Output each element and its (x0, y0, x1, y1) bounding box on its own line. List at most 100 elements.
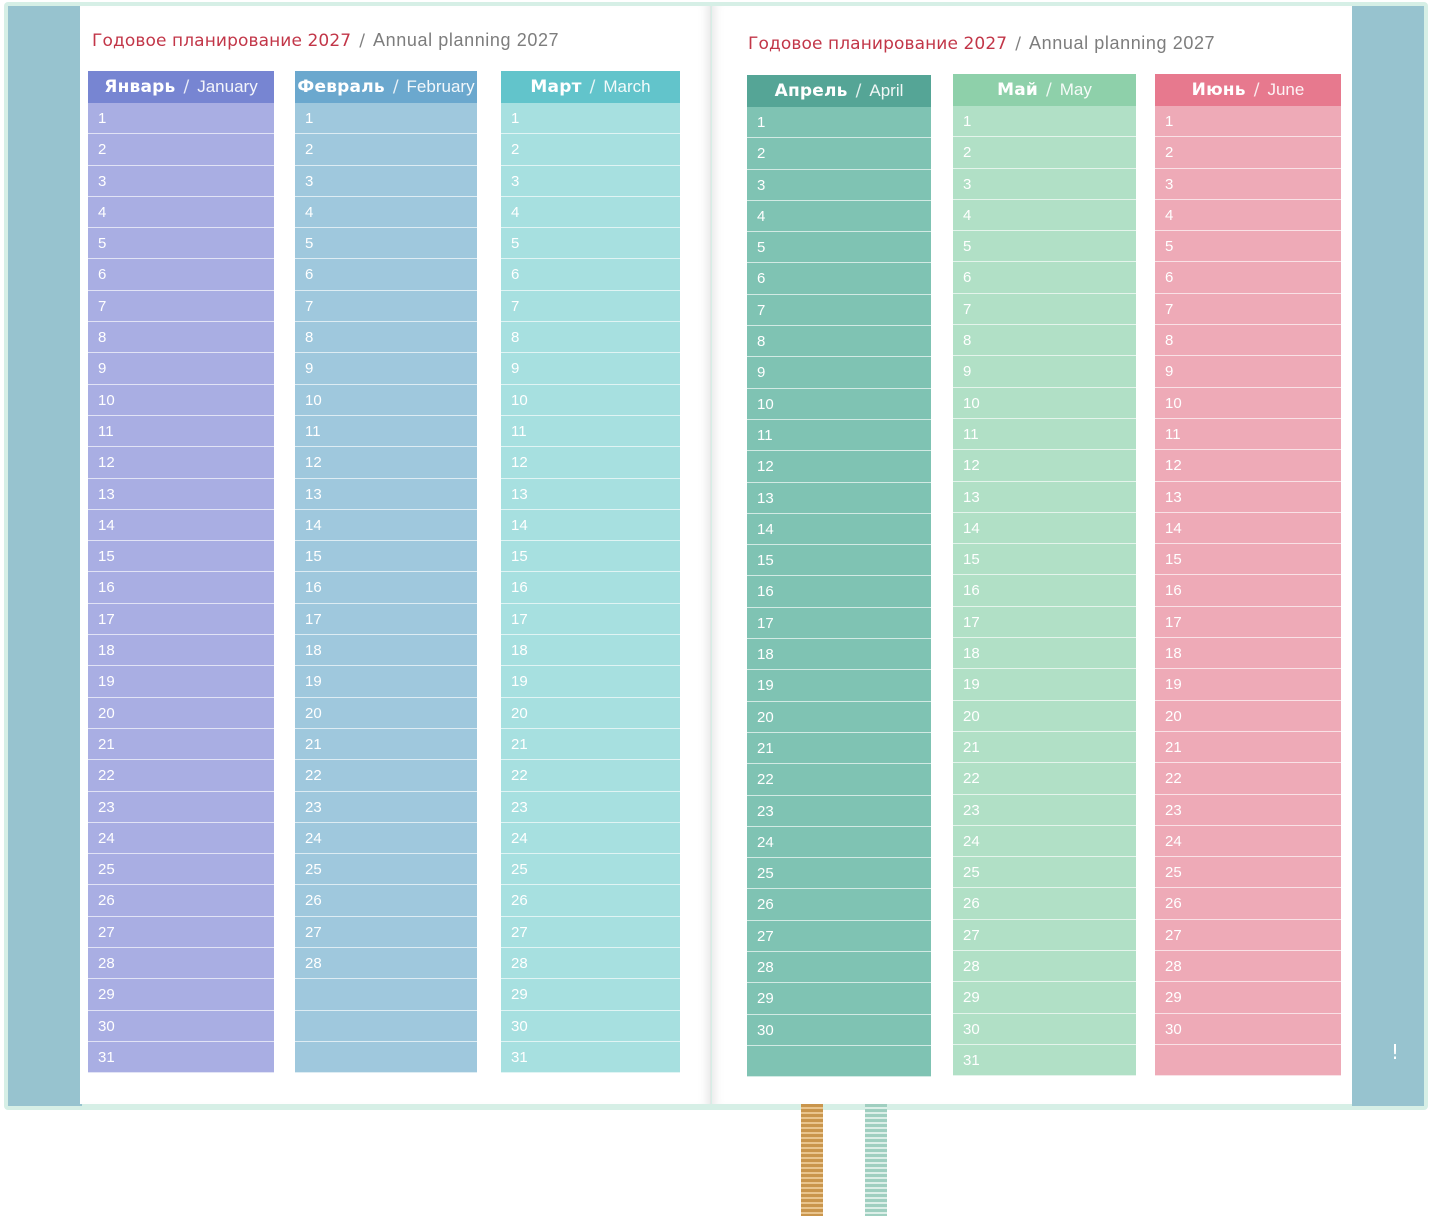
day-row[interactable]: 30 (501, 1011, 680, 1042)
day-row[interactable]: 11 (953, 419, 1136, 451)
day-row[interactable]: 9 (1155, 356, 1341, 388)
day-row[interactable]: 21 (1155, 732, 1341, 764)
day-row[interactable]: 19 (953, 669, 1136, 701)
day-row[interactable]: 14 (88, 510, 274, 542)
day-row[interactable]: 7 (1155, 294, 1341, 326)
day-row[interactable]: 3 (747, 170, 931, 201)
day-row[interactable]: 9 (88, 353, 274, 385)
day-row[interactable]: 13 (295, 479, 477, 510)
day-row[interactable]: 24 (953, 826, 1136, 858)
day-row[interactable]: 7 (88, 291, 274, 323)
day-row[interactable]: 26 (1155, 888, 1341, 920)
day-row[interactable]: 20 (295, 698, 477, 729)
day-row[interactable]: 16 (295, 572, 477, 604)
day-row[interactable]: 25 (88, 854, 274, 886)
day-row[interactable]: 4 (1155, 200, 1341, 232)
day-row[interactable]: 14 (295, 510, 477, 542)
day-row[interactable]: 30 (1155, 1014, 1341, 1045)
day-row[interactable]: 8 (1155, 325, 1341, 357)
day-row[interactable]: 10 (1155, 388, 1341, 419)
day-row[interactable]: 9 (953, 356, 1136, 388)
day-row[interactable]: 19 (1155, 669, 1341, 701)
day-row[interactable]: 17 (747, 608, 931, 640)
day-row[interactable]: 8 (953, 325, 1136, 357)
day-row[interactable]: 17 (953, 607, 1136, 639)
day-row[interactable]: 21 (295, 729, 477, 761)
day-row[interactable]: 27 (88, 917, 274, 949)
day-row[interactable]: 3 (953, 169, 1136, 200)
day-row[interactable]: 17 (295, 604, 477, 636)
day-row[interactable]: 1 (295, 103, 477, 135)
day-row[interactable]: 15 (953, 544, 1136, 576)
bookmark-ribbon-mint[interactable] (865, 1104, 887, 1216)
day-row[interactable]: 24 (295, 823, 477, 855)
day-row[interactable]: 24 (1155, 826, 1341, 858)
day-row[interactable]: 6 (1155, 262, 1341, 294)
day-row[interactable]: 5 (747, 232, 931, 264)
day-row[interactable]: 4 (953, 200, 1136, 232)
day-row[interactable]: 1 (953, 106, 1136, 138)
day-row[interactable]: 5 (88, 228, 274, 260)
day-row[interactable]: 17 (501, 604, 680, 636)
day-row[interactable]: 22 (501, 760, 680, 792)
day-row[interactable]: 10 (953, 388, 1136, 419)
day-row[interactable]: 23 (747, 796, 931, 827)
day-row[interactable]: 29 (1155, 982, 1341, 1014)
day-row[interactable]: 5 (953, 231, 1136, 263)
day-row[interactable]: 8 (501, 322, 680, 354)
day-row[interactable]: 27 (501, 917, 680, 949)
day-row[interactable]: 9 (295, 353, 477, 385)
day-row[interactable]: 2 (1155, 137, 1341, 169)
day-row[interactable]: 12 (295, 447, 477, 479)
day-row[interactable]: 3 (501, 166, 680, 197)
day-row[interactable]: 18 (88, 635, 274, 667)
day-row[interactable]: 8 (747, 326, 931, 358)
day-row[interactable]: 4 (747, 201, 931, 233)
day-row[interactable]: 1 (747, 107, 931, 139)
day-row[interactable] (1155, 1045, 1341, 1077)
day-row[interactable]: 11 (295, 416, 477, 448)
day-row[interactable]: 10 (501, 385, 680, 416)
day-row[interactable]: 12 (501, 447, 680, 479)
day-row[interactable]: 27 (953, 920, 1136, 952)
day-row[interactable]: 31 (953, 1045, 1136, 1077)
day-row[interactable]: 6 (953, 262, 1136, 294)
day-row[interactable]: 8 (88, 322, 274, 354)
day-row[interactable]: 10 (88, 385, 274, 416)
day-row[interactable]: 14 (747, 514, 931, 546)
day-row[interactable]: 3 (295, 166, 477, 197)
day-row[interactable]: 16 (501, 572, 680, 604)
day-row[interactable]: 23 (1155, 795, 1341, 826)
day-row[interactable]: 18 (747, 639, 931, 671)
day-row[interactable]: 30 (953, 1014, 1136, 1045)
day-row[interactable]: 23 (295, 792, 477, 823)
day-row[interactable]: 22 (747, 764, 931, 796)
day-row[interactable]: 2 (501, 134, 680, 166)
day-row[interactable]: 20 (953, 701, 1136, 732)
day-row[interactable]: 22 (1155, 763, 1341, 795)
day-row[interactable]: 5 (501, 228, 680, 260)
day-row[interactable]: 7 (501, 291, 680, 323)
day-row[interactable] (747, 1046, 931, 1078)
day-row[interactable]: 6 (88, 259, 274, 291)
day-row[interactable]: 8 (295, 322, 477, 354)
day-row[interactable]: 3 (88, 166, 274, 197)
day-row[interactable]: 2 (295, 134, 477, 166)
day-row[interactable]: 1 (88, 103, 274, 135)
day-row[interactable] (295, 979, 477, 1011)
day-row[interactable]: 14 (501, 510, 680, 542)
day-row[interactable]: 20 (747, 702, 931, 733)
day-row[interactable]: 24 (747, 827, 931, 859)
day-row[interactable]: 26 (953, 888, 1136, 920)
day-row[interactable]: 11 (747, 420, 931, 452)
day-row[interactable]: 5 (295, 228, 477, 260)
day-row[interactable]: 15 (1155, 544, 1341, 576)
day-row[interactable]: 11 (88, 416, 274, 448)
day-row[interactable]: 13 (88, 479, 274, 510)
day-row[interactable]: 26 (501, 885, 680, 917)
day-row[interactable]: 12 (88, 447, 274, 479)
day-row[interactable]: 28 (953, 951, 1136, 983)
day-row[interactable]: 7 (953, 294, 1136, 326)
day-row[interactable]: 11 (1155, 419, 1341, 451)
day-row[interactable]: 23 (88, 792, 274, 823)
